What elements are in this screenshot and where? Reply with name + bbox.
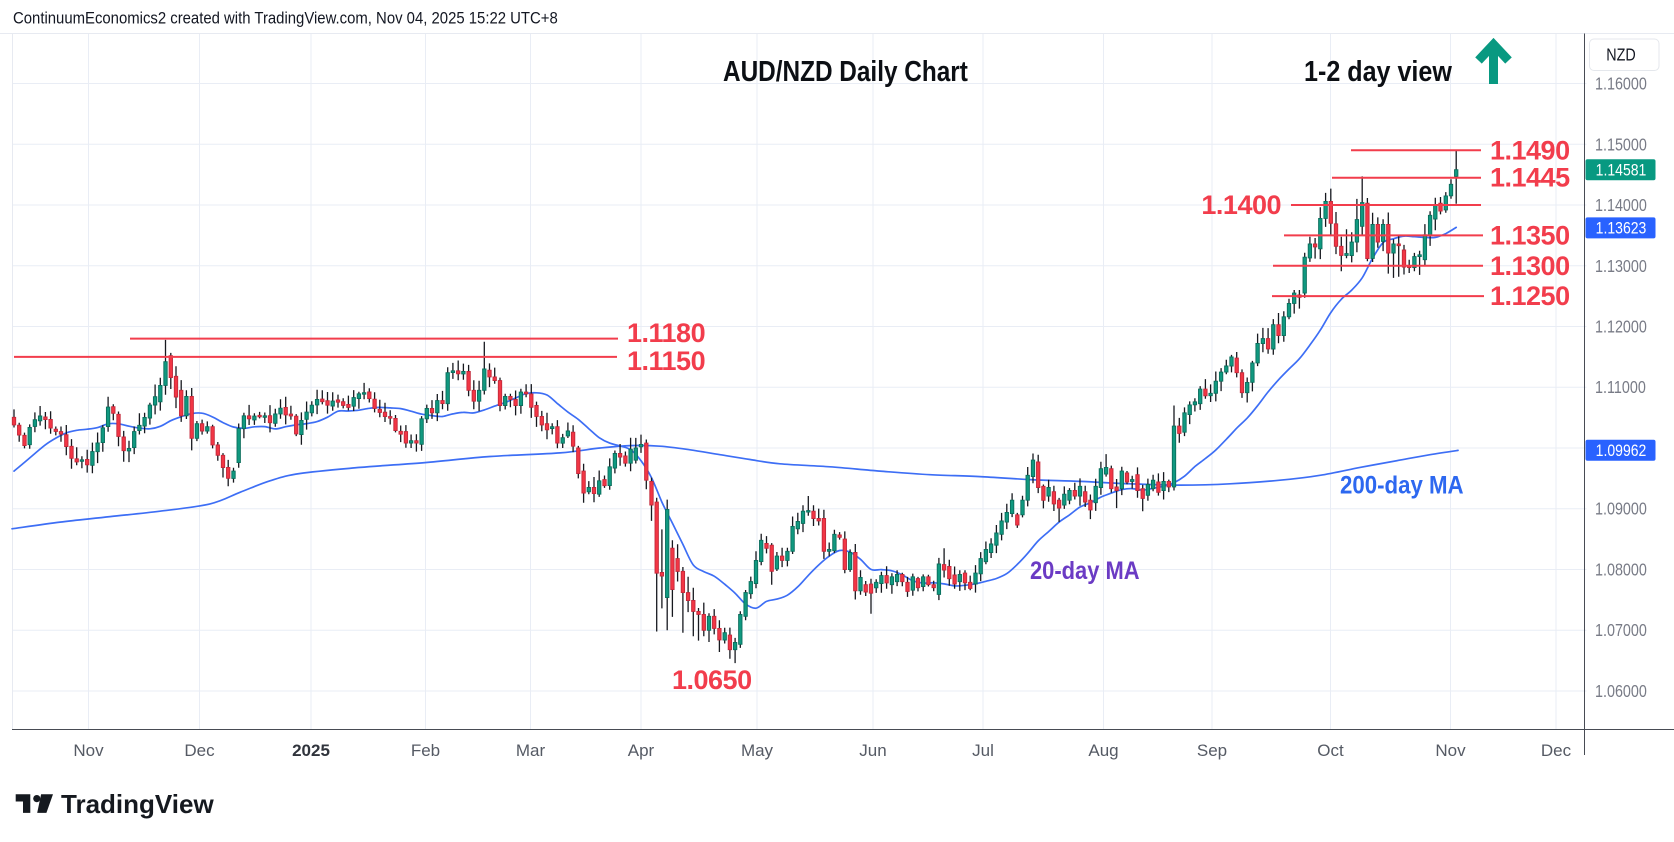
svg-text:1.1180: 1.1180: [627, 318, 705, 348]
svg-text:AUD/NZD Daily Chart: AUD/NZD Daily Chart: [723, 55, 968, 87]
svg-text:1.1350: 1.1350: [1490, 220, 1570, 250]
svg-text:Apr: Apr: [628, 741, 655, 760]
svg-text:1.14581: 1.14581: [1596, 161, 1647, 179]
svg-text:Sep: Sep: [1197, 741, 1227, 760]
svg-text:Jun: Jun: [859, 741, 886, 760]
svg-text:1.13623: 1.13623: [1596, 219, 1647, 237]
svg-text:1-2 day view: 1-2 day view: [1304, 54, 1453, 87]
svg-text:1.06000: 1.06000: [1595, 683, 1647, 702]
svg-text:2025: 2025: [292, 741, 330, 760]
svg-text:1.1150: 1.1150: [627, 346, 705, 376]
svg-text:1.0650: 1.0650: [672, 665, 752, 695]
svg-text:1.07000: 1.07000: [1595, 622, 1647, 641]
svg-text:1.09000: 1.09000: [1595, 500, 1647, 519]
svg-text:1.09962: 1.09962: [1596, 442, 1647, 460]
svg-text:1.08000: 1.08000: [1595, 561, 1647, 580]
svg-text:1.12000: 1.12000: [1595, 318, 1647, 337]
svg-text:May: May: [741, 741, 774, 760]
svg-text:1.13000: 1.13000: [1595, 258, 1647, 277]
svg-text:1.16000: 1.16000: [1595, 75, 1647, 94]
svg-text:1.11000: 1.11000: [1595, 379, 1646, 398]
svg-text:20-day MA: 20-day MA: [1030, 557, 1140, 585]
svg-text:NZD: NZD: [1606, 46, 1635, 65]
svg-text:1.1490: 1.1490: [1490, 135, 1570, 165]
svg-text:Feb: Feb: [411, 741, 440, 760]
svg-text:Dec: Dec: [184, 741, 215, 760]
svg-text:1.1300: 1.1300: [1490, 251, 1570, 281]
svg-text:1.1445: 1.1445: [1490, 163, 1570, 193]
svg-text:1.15000: 1.15000: [1595, 136, 1647, 155]
svg-text:Dec: Dec: [1541, 741, 1572, 760]
svg-text:Nov: Nov: [1435, 741, 1466, 760]
svg-text:Aug: Aug: [1088, 741, 1118, 760]
svg-text:Mar: Mar: [516, 741, 546, 760]
svg-text:Nov: Nov: [73, 741, 104, 760]
svg-text:200-day MA: 200-day MA: [1340, 472, 1464, 499]
svg-text:Jul: Jul: [972, 741, 994, 760]
svg-text:1.1400: 1.1400: [1201, 190, 1281, 220]
svg-text:Oct: Oct: [1317, 741, 1344, 760]
svg-text:1.14000: 1.14000: [1595, 197, 1647, 216]
svg-text:1.1250: 1.1250: [1490, 281, 1570, 311]
svg-text:ContinuumEconomics2 created wi: ContinuumEconomics2 created with Trading…: [13, 10, 558, 28]
svg-text:TradingView: TradingView: [61, 789, 214, 819]
